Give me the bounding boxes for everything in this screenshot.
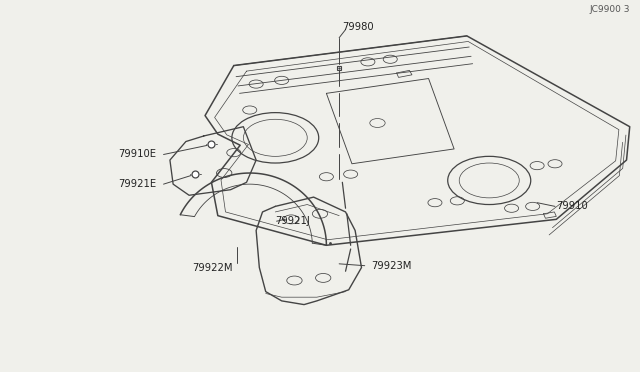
- Text: 79980: 79980: [342, 22, 374, 32]
- Text: 79923M: 79923M: [371, 261, 412, 271]
- Text: JC9900 3: JC9900 3: [589, 5, 630, 14]
- Text: 79921E: 79921E: [118, 179, 156, 189]
- Text: 79921J: 79921J: [275, 216, 310, 226]
- Text: 79922M: 79922M: [192, 263, 233, 273]
- Text: 79910: 79910: [556, 201, 588, 211]
- Text: 79910E: 79910E: [118, 150, 156, 160]
